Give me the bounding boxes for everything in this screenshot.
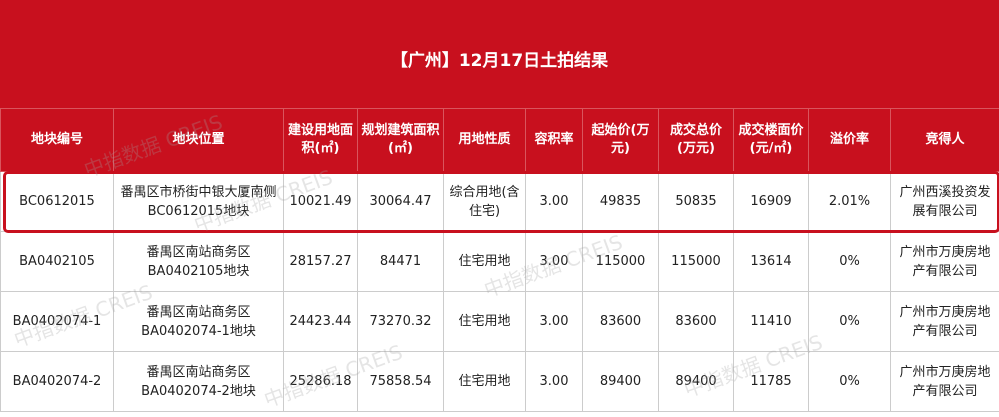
table-cell: 11410 — [733, 291, 809, 352]
table-cell: 115000 — [658, 231, 734, 292]
table-cell: 25286.18 — [283, 351, 358, 412]
table-cell: 3.00 — [525, 171, 583, 232]
table-cell: 0% — [808, 351, 891, 412]
table-cell: 住宅用地 — [443, 351, 526, 412]
column-header: 容积率 — [525, 108, 583, 172]
column-header: 竞得人 — [890, 108, 999, 172]
table-cell: 广州市万庚房地产有限公司 — [890, 291, 999, 352]
table-cell: 3.00 — [525, 291, 583, 352]
table-cell: 83600 — [582, 291, 659, 352]
table-cell: 28157.27 — [283, 231, 358, 292]
column-header: 建设用地面积(㎡) — [283, 108, 358, 172]
table-cell: 11785 — [733, 351, 809, 412]
table-cell: 3.00 — [525, 231, 583, 292]
table-cell: 49835 — [582, 171, 659, 232]
table-cell: 3.00 — [525, 351, 583, 412]
table-cell: BA0402074-2 — [0, 351, 114, 412]
table-cell: 115000 — [582, 231, 659, 292]
table-cell: 13614 — [733, 231, 809, 292]
table-cell: 综合用地(含住宅) — [443, 171, 526, 232]
table-row: BA0402105 番禺区南站商务区BA0402105地块 28157.27 8447… — [0, 231, 999, 292]
table-cell: 广州市万庚房地产有限公司 — [890, 231, 999, 292]
column-header: 溢价率 — [808, 108, 891, 172]
table-row: BC0612015 番禺区市桥街中银大厦南侧BC0612015地块 10021.49… — [0, 171, 999, 232]
table-row: BA0402074-2 番禺区南站商务区BA0402074-2地块 25286.18… — [0, 351, 999, 412]
table-cell: 16909 — [733, 171, 809, 232]
table-cell: 83600 — [658, 291, 734, 352]
page-title: 【广州】12月17日土拍结果 — [390, 50, 609, 71]
table-cell: BC0612015 — [0, 171, 114, 232]
column-header: 地块编号 — [0, 108, 114, 172]
table-cell: 番禺区南站商务区BA0402105地块 — [113, 231, 284, 292]
table-cell: 10021.49 — [283, 171, 358, 232]
table-cell: 75858.54 — [357, 351, 444, 412]
table-cell: 0% — [808, 231, 891, 292]
table-cell: 89400 — [582, 351, 659, 412]
column-header: 地块位置 — [113, 108, 284, 172]
table-cell: 0% — [808, 291, 891, 352]
column-header: 成交总价(万元) — [658, 108, 734, 172]
column-header: 起始价(万元) — [582, 108, 659, 172]
table-row: BA0402074-1 番禺区南站商务区BA0402074-1地块 24423.44… — [0, 291, 999, 352]
land-auction-table: 地块编号 地块位置 建设用地面积(㎡) 规划建筑面积(㎡) 用地性质 容积率 起始价(万元)… — [0, 108, 999, 412]
table-cell: BA0402105 — [0, 231, 114, 292]
table-cell: 住宅用地 — [443, 291, 526, 352]
title-banner: 【广州】12月17日土拍结果 — [0, 0, 999, 108]
table-cell: 番禺区南站商务区BA0402074-2地块 — [113, 351, 284, 412]
table-cell: 广州西溪投资发展有限公司 — [890, 171, 999, 232]
table-cell: 住宅用地 — [443, 231, 526, 292]
table-cell: 广州市万庚房地产有限公司 — [890, 351, 999, 412]
table-cell: 番禺区市桥街中银大厦南侧BC0612015地块 — [113, 171, 284, 232]
table-cell: 24423.44 — [283, 291, 358, 352]
table-cell: 番禺区南站商务区BA0402074-1地块 — [113, 291, 284, 352]
table-cell: 84471 — [357, 231, 444, 292]
column-header: 规划建筑面积(㎡) — [357, 108, 444, 172]
column-header: 成交楼面价(元/㎡) — [733, 108, 809, 172]
table-cell: BA0402074-1 — [0, 291, 114, 352]
table-cell: 89400 — [658, 351, 734, 412]
table-cell: 2.01% — [808, 171, 891, 232]
table-cell: 50835 — [658, 171, 734, 232]
column-header: 用地性质 — [443, 108, 526, 172]
table-cell: 30064.47 — [357, 171, 444, 232]
table-cell: 73270.32 — [357, 291, 444, 352]
header-row: 地块编号 地块位置 建设用地面积(㎡) 规划建筑面积(㎡) 用地性质 容积率 起始价(万元)… — [0, 108, 999, 172]
